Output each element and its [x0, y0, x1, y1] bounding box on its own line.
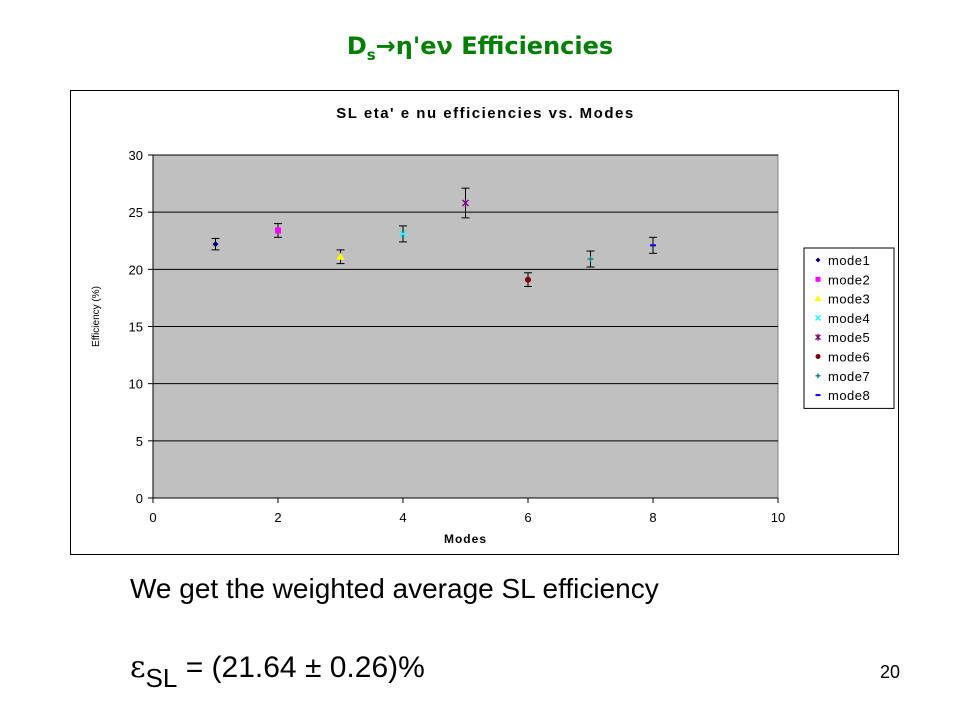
chart: SL eta' e nu efficiencies vs. Modes 0 5 10 1…: [91, 105, 895, 546]
y-axis-label: Efficiency (%): [91, 286, 102, 347]
legend-label: mode8: [828, 388, 870, 403]
x-tick-label: 4: [399, 510, 406, 525]
formula-subscript: SL: [145, 663, 178, 693]
y-tick-label: 15: [129, 320, 143, 335]
legend-marker-mode6: [815, 354, 821, 359]
x-tick-label: 6: [524, 510, 531, 525]
data-point-mode1: [212, 241, 219, 248]
x-tick-label: 2: [274, 510, 281, 525]
y-tick-label: 10: [129, 377, 143, 392]
data-point-mode4: [399, 230, 407, 238]
legend-label: mode3: [828, 292, 870, 307]
legend-label: mode7: [828, 369, 870, 384]
legend-label: mode5: [828, 330, 870, 345]
formula-value: = (21.64 ± 0.26)%: [177, 651, 425, 684]
formula-symbol: ε: [130, 650, 146, 685]
legend: [803, 247, 895, 409]
legend-label: mode6: [828, 350, 870, 365]
y-tick-label: 0: [136, 491, 143, 506]
legend-marker-mode7: [815, 373, 821, 379]
legend-marker-mode2: [815, 276, 821, 282]
legend-marker-mode5: [815, 333, 821, 341]
data-point-mode3: [336, 252, 345, 260]
body-text: We get the weighted average SL efficienc…: [130, 573, 659, 604]
x-tick-label: 0: [149, 510, 156, 525]
chart-frame: SL eta' e nu efficiencies vs. Modes 0 5 10 1…: [70, 90, 899, 555]
slide-title-rest: →η'eν Efficiencies: [375, 32, 614, 60]
chart-title: SL eta' e nu efficiencies vs. Modes: [336, 105, 634, 122]
legend-label: mode1: [828, 253, 870, 268]
formula: εSL = (21.64 ± 0.26)%: [130, 650, 425, 694]
legend-label: mode2: [828, 272, 870, 287]
x-tick-label: 8: [649, 510, 656, 525]
legend-marker-mode1: [815, 257, 821, 263]
y-tick-label: 30: [129, 148, 143, 163]
data-point-mode7: [587, 256, 594, 263]
data-point-mode5: [462, 199, 469, 208]
y-tick-label: 20: [129, 262, 143, 277]
x-axis-label: Modes: [444, 532, 487, 546]
legend-marker-mode3: [814, 295, 822, 302]
y-tick-label: 25: [129, 205, 143, 220]
data-point-mode6: [525, 276, 531, 283]
slide-title-main: D: [346, 32, 367, 60]
y-tick-label: 5: [136, 434, 143, 449]
page-number: 20: [880, 662, 901, 682]
legend-label: mode4: [828, 311, 870, 326]
x-tick-label: 10: [771, 510, 785, 525]
slide-title-subscript: s: [366, 45, 376, 64]
data-point-mode2: [275, 227, 281, 234]
slide-title: Ds→η'eν Efficiencies: [0, 32, 960, 64]
legend-marker-mode4: [815, 314, 821, 321]
